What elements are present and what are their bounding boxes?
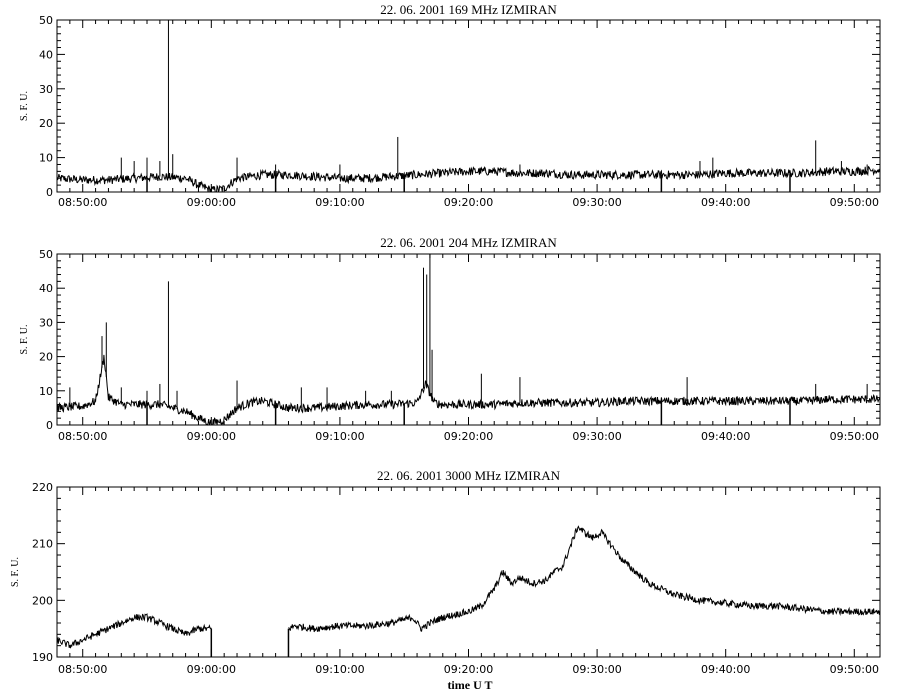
x-tick-label: 09:00:00 — [187, 663, 236, 676]
y-tick-label: 20 — [39, 351, 53, 364]
x-tick-label: 08:50:00 — [58, 196, 107, 209]
x-tick-label: 09:20:00 — [444, 196, 493, 209]
y-tick-label: 50 — [39, 14, 53, 27]
y-tick-label: 50 — [39, 248, 53, 261]
y-tick-label: 10 — [39, 385, 53, 398]
x-tick-label: 09:10:00 — [315, 196, 364, 209]
y-tick-label: 40 — [39, 282, 53, 295]
x-tick-label: 09:20:00 — [444, 430, 493, 443]
x-tick-label: 09:10:00 — [315, 430, 364, 443]
chart-panel-3: 22. 06. 2001 3000 MHz IZMIRAN S. F. U. 08:… — [10, 468, 881, 676]
series-line-1 — [56, 165, 881, 193]
series-line-1 — [56, 613, 212, 649]
x-tick-label: 09:50:00 — [830, 196, 879, 209]
y-tick-label: 220 — [32, 481, 53, 494]
chart-panel-1: 22. 06. 2001 169 MHz IZMIRAN S. F. U. 08:5… — [19, 2, 881, 209]
y-tick-label: 200 — [32, 594, 53, 607]
y-tick-label: 40 — [39, 48, 53, 61]
series-line-2 — [288, 525, 881, 633]
y-tick-label: 190 — [32, 651, 53, 664]
chart-panel-2: 22. 06. 2001 204 MHz IZMIRAN S. F. U. 08:5… — [19, 235, 881, 443]
x-tick-label: 09:30:00 — [572, 196, 621, 209]
chart-title: 22. 06. 2001 169 MHz IZMIRAN — [380, 2, 557, 17]
x-tick-label: 09:40:00 — [701, 196, 750, 209]
x-tick-label: 09:40:00 — [701, 663, 750, 676]
y-tick-label: 210 — [32, 538, 53, 551]
chart-title: 22. 06. 2001 3000 MHz IZMIRAN — [377, 468, 561, 483]
y-axis-label: S. F. U. — [19, 324, 30, 354]
y-tick-label: 10 — [39, 152, 53, 165]
x-tick-label: 09:00:00 — [187, 196, 236, 209]
y-axis-label: S. F. U. — [10, 557, 21, 587]
x-tick-label: 08:50:00 — [58, 663, 107, 676]
x-tick-label: 09:00:00 — [187, 430, 236, 443]
y-axis-label: S. F. U. — [19, 91, 30, 121]
x-tick-label: 09:40:00 — [701, 430, 750, 443]
y-tick-label: 30 — [39, 316, 53, 329]
x-tick-label: 08:50:00 — [58, 430, 107, 443]
x-axis-label: time U T — [447, 678, 492, 692]
chart-title: 22. 06. 2001 204 MHz IZMIRAN — [380, 235, 557, 250]
series-line-1 — [56, 354, 881, 426]
y-tick-label: 0 — [46, 419, 53, 432]
y-tick-label: 0 — [46, 186, 53, 199]
x-tick-label: 09:50:00 — [830, 430, 879, 443]
x-tick-label: 09:20:00 — [444, 663, 493, 676]
y-tick-label: 30 — [39, 83, 53, 96]
x-tick-label: 09:30:00 — [572, 430, 621, 443]
x-tick-label: 09:50:00 — [830, 663, 879, 676]
y-tick-label: 20 — [39, 117, 53, 130]
x-tick-label: 09:30:00 — [572, 663, 621, 676]
plot-frame — [56, 19, 881, 193]
x-tick-label: 09:10:00 — [315, 663, 364, 676]
